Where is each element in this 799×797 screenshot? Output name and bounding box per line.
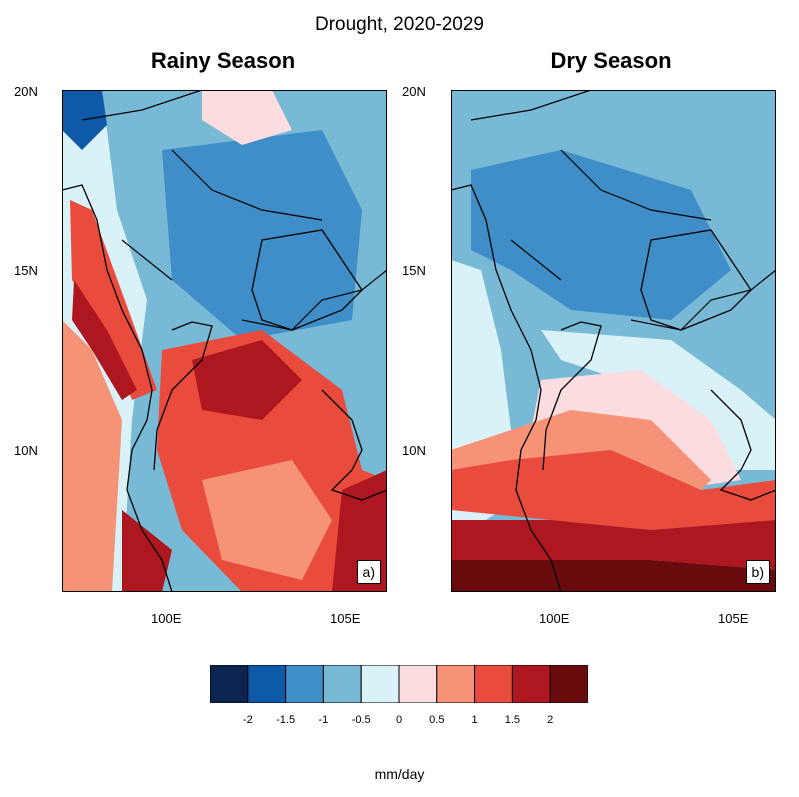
colorbar-box-0 xyxy=(210,665,249,703)
panel-a-label: a) xyxy=(356,560,381,584)
panel-a-map: a) xyxy=(62,90,387,592)
map-fill-pink-north xyxy=(202,90,292,145)
map-fill-salmon-gulf xyxy=(202,460,332,580)
colorbar-box-9 xyxy=(549,665,588,703)
map-fill-darkred-peninsula xyxy=(122,510,172,592)
colorbar-box-7 xyxy=(474,665,513,703)
map-fill-red-band xyxy=(451,450,776,530)
colorbar-tick-label: 0 xyxy=(395,714,403,726)
map-fill-west-red-band xyxy=(70,200,157,400)
plot-frame xyxy=(451,90,776,592)
panel-b-map: b) xyxy=(451,90,776,592)
colorbar-box-4 xyxy=(360,665,400,703)
map-fill-west-darkred-band xyxy=(72,280,137,400)
panel-b-xtick-105e: 105E xyxy=(718,611,749,626)
colorbar-tick-label: 1.5 xyxy=(504,714,521,726)
colorbar-tick-label: 2 xyxy=(547,714,554,726)
colorbar-units: mm/day xyxy=(374,766,425,782)
colorbar-box-2 xyxy=(285,665,324,703)
colorbar-box-6 xyxy=(436,665,476,703)
colorbar-tick-label: 1 xyxy=(471,714,478,726)
colorbar-tick-label: -1.5 xyxy=(276,714,296,726)
colorbar-box-1 xyxy=(247,665,287,703)
map-fill-salmon-coast xyxy=(62,320,122,592)
panel-b-ytick-10n: 10N xyxy=(402,443,426,458)
border-lines xyxy=(81,90,387,331)
map-fill-darkest-band xyxy=(451,560,776,592)
panel-a-ytick-15n: 15N xyxy=(14,263,38,278)
panel-b-xtick-100e: 100E xyxy=(539,611,570,626)
panel-a-ytick-20n: 20N xyxy=(14,84,38,99)
panel-a-ytick-10n: 10N xyxy=(14,443,38,458)
colorbar-tick-label: -2 xyxy=(242,714,253,726)
map-fill-blue-north xyxy=(471,150,731,320)
panel-b-ytick-20n: 20N xyxy=(402,84,426,99)
colorbar-box-3 xyxy=(322,665,362,703)
figure-title: Drought, 2020-2029 xyxy=(314,14,484,35)
colorbar-tick-label: -0.5 xyxy=(351,714,371,726)
border-lines xyxy=(470,90,776,331)
panel-a-xtick-100e: 100E xyxy=(151,611,182,626)
colorbar-box-5 xyxy=(398,665,438,703)
panel-a-map-plot xyxy=(62,90,387,592)
colorbar-tick-label: 0.5 xyxy=(429,714,445,726)
panel-b-label: b) xyxy=(745,560,770,584)
panel-a-title: Rainy Season xyxy=(150,48,296,73)
panel-a-xtick-105e: 105E xyxy=(330,611,361,626)
coastline xyxy=(62,184,387,592)
coastline xyxy=(451,184,776,592)
colorbar-box-8 xyxy=(511,665,551,703)
panel-b-title: Dry Season xyxy=(550,48,672,73)
panel-b-map-plot xyxy=(451,90,776,592)
map-fill-blue-north xyxy=(162,130,362,340)
colorbar-boxes xyxy=(210,665,588,703)
panel-b-ytick-15n: 15N xyxy=(402,263,426,278)
map-fill-darkred-gulf-north xyxy=(192,340,302,420)
colorbar xyxy=(210,665,588,703)
colorbar-tick-label: -1 xyxy=(318,714,329,726)
plot-frame xyxy=(62,90,387,592)
